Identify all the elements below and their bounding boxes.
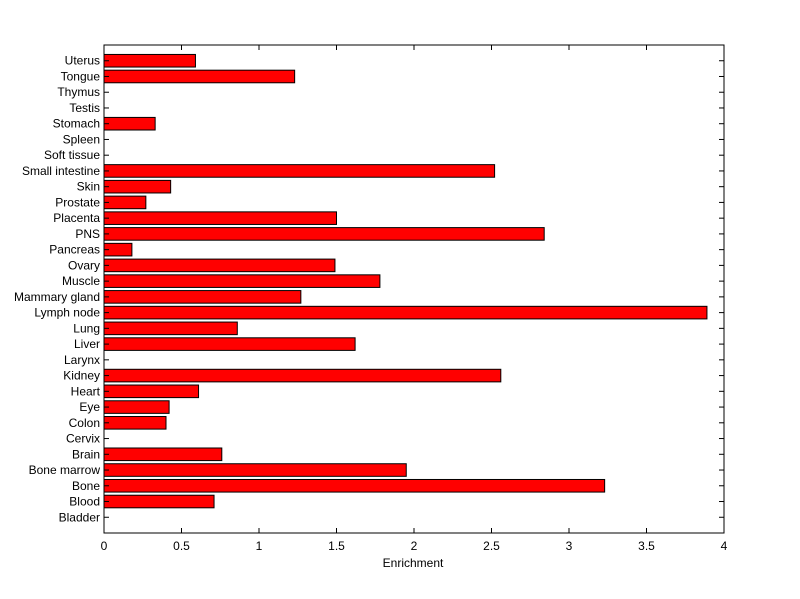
x-tick-label: 1 xyxy=(256,539,263,553)
x-tick-label: 0 xyxy=(101,539,108,553)
bar xyxy=(103,227,545,241)
y-tick-label: Thymus xyxy=(57,85,100,99)
y-tick-label: Stomach xyxy=(53,117,100,131)
bar xyxy=(103,116,156,131)
y-tick-label: Tongue xyxy=(61,69,101,83)
y-tick-label: PNS xyxy=(75,227,100,241)
y-tick-label: Eye xyxy=(79,400,100,414)
bar xyxy=(103,494,215,509)
y-tick-label: Mammary gland xyxy=(14,290,100,304)
bar xyxy=(103,305,708,320)
y-tick-label: Larynx xyxy=(64,353,100,367)
bar xyxy=(103,400,170,414)
x-tick-label: 1.5 xyxy=(328,539,345,553)
x-tick-label: 2.5 xyxy=(483,539,500,553)
bar xyxy=(103,274,381,288)
bar xyxy=(103,384,200,399)
bar xyxy=(103,53,196,68)
y-tick-label: Spleen xyxy=(63,132,100,146)
x-tick-labels: 0 0.5 1 1.5 2 2.5 3 3.5 4 xyxy=(101,539,728,553)
y-tick-label: Skin xyxy=(77,180,100,194)
y-tick-label: Brain xyxy=(72,447,100,461)
bar xyxy=(103,258,336,273)
bar xyxy=(103,211,337,225)
bar xyxy=(103,463,407,477)
x-axis-label: Enrichment xyxy=(383,556,444,570)
bar xyxy=(103,447,223,462)
y-tick-label: Blood xyxy=(69,495,100,509)
x-tick-label: 3.5 xyxy=(638,539,655,553)
bar xyxy=(103,321,238,336)
y-tick-label: Prostate xyxy=(55,195,100,209)
bar xyxy=(103,368,502,383)
bar xyxy=(103,179,172,194)
y-tick-label: Muscle xyxy=(62,274,100,288)
x-tick-label: 2 xyxy=(411,539,418,553)
bar xyxy=(103,69,296,84)
bar xyxy=(103,195,147,210)
bar xyxy=(103,337,356,351)
bar xyxy=(103,416,167,430)
y-tick-label: Pancreas xyxy=(49,243,100,257)
y-tick-label: Soft tissue xyxy=(44,148,100,162)
y-tick-label: Bone marrow xyxy=(29,463,101,477)
x-tick-label: 3 xyxy=(566,539,573,553)
plot-frame xyxy=(103,44,725,534)
y-tick-label: Lung xyxy=(73,321,100,335)
y-tick-label: Lymph node xyxy=(34,306,100,320)
y-tick-label: Cervix xyxy=(66,432,100,446)
y-tick-label: Colon xyxy=(69,416,100,430)
y-tick-label: Bladder xyxy=(59,510,100,524)
bar xyxy=(103,290,302,304)
bar xyxy=(103,478,606,493)
y-tick-label: Testis xyxy=(69,101,100,115)
bar xyxy=(103,164,496,178)
x-tick-label: 4 xyxy=(721,539,728,553)
y-tick-label: Bone xyxy=(72,479,100,493)
y-tick-label: Placenta xyxy=(53,211,100,225)
x-tick-label: 0.5 xyxy=(173,539,190,553)
y-tick-label: Small intestine xyxy=(22,164,100,178)
y-tick-label: Uterus xyxy=(65,54,100,68)
y-tick-label: Kidney xyxy=(63,369,100,383)
y-tick-label: Ovary xyxy=(68,258,100,272)
y-tick-label: Liver xyxy=(74,337,100,351)
y-tick-label: Heart xyxy=(71,384,101,398)
